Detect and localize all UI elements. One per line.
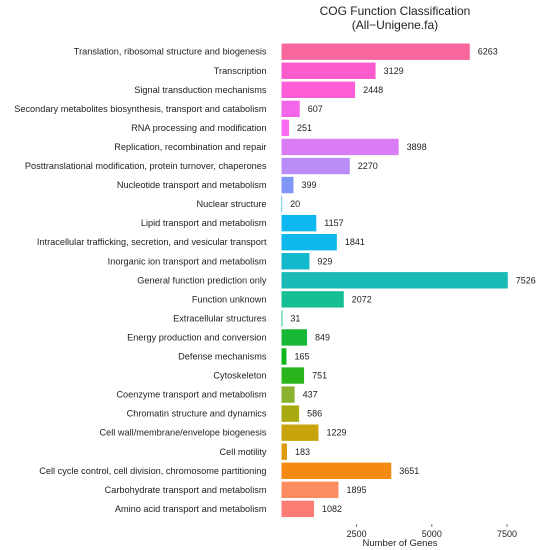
category-label: Extracellular structures [173,313,267,323]
value-label: 1082 [322,504,342,514]
x-tick-label: 5000 [422,529,442,539]
bar [281,443,288,460]
bar [281,43,470,60]
category-label: Carbohydrate transport and metabolism [105,485,267,495]
value-label: 183 [295,447,310,457]
bar [281,462,392,479]
bar [281,500,315,518]
x-axis-title: Number of Genes [363,538,438,549]
value-label: 31 [290,313,300,323]
category-label: Cell wall/membrane/envelope biogenesis [100,428,267,438]
category-label: Translation, ribosomal structure and bio… [74,47,267,57]
value-label: 3129 [384,66,404,76]
bar [281,348,287,365]
bar [281,329,308,346]
category-label: Defense mechanisms [178,352,267,362]
bar [281,176,294,194]
category-label: General function prediction only [137,275,267,285]
value-label: 1157 [324,218,343,228]
bar [281,157,350,175]
bar [281,367,305,384]
bars-group [281,43,508,518]
value-label: 2072 [352,294,372,304]
bar [281,386,295,403]
bar [281,424,319,441]
category-label: Intracellular trafficking, secretion, an… [37,237,267,247]
value-label: 437 [303,390,318,400]
category-label: Lipid transport and metabolism [141,218,267,228]
category-label: Nuclear structure [197,199,267,209]
category-label: Posttranslational modification, protein … [25,161,267,171]
bar [281,481,339,499]
category-label: Transcription [214,66,267,76]
bar [281,138,399,156]
bar [281,119,290,137]
category-label: Cell motility [220,447,267,457]
category-label: Function unknown [192,294,267,304]
category-labels-group: Translation, ribosomal structure and bio… [14,47,267,514]
chart-title: COG Function Classification [320,4,471,18]
bar [281,81,356,98]
bar [281,405,300,422]
bar [281,195,283,213]
value-label: 2270 [358,161,378,171]
value-label: 2448 [363,85,383,95]
bar [281,310,283,327]
value-label: 1895 [346,485,366,495]
bar [281,291,344,308]
x-axis: 2500 5000 7500 [347,524,517,539]
value-label: 607 [308,104,323,114]
category-label: Coenzyme transport and metabolism [116,390,266,400]
bar [281,100,300,118]
category-label: Energy production and conversion [127,332,266,342]
value-label: 251 [297,123,312,133]
value-label: 849 [315,332,330,342]
category-label: Replication, recombination and repair [114,142,266,152]
value-label: 929 [317,256,332,266]
category-label: Secondary metabolites biosynthesis, tran… [14,104,267,114]
bar [281,253,310,270]
value-label: 3898 [407,142,427,152]
category-label: Amino acid transport and metabolism [115,504,267,514]
value-label: 7526 [516,275,536,285]
category-label: Chromatin structure and dynamics [127,409,267,419]
bar [281,234,337,251]
category-label: Nucleotide transport and metabolism [117,180,267,190]
value-label: 399 [301,180,316,190]
category-label: Cell cycle control, cell division, chrom… [39,466,266,476]
bar [281,62,376,79]
bar [281,272,508,289]
value-label: 3651 [399,466,419,476]
category-label: Inorganic ion transport and metabolism [108,256,267,266]
value-label: 6263 [478,47,498,57]
value-label: 165 [294,352,309,362]
category-label: Cytoskeleton [213,371,266,381]
x-tick-label: 2500 [347,529,367,539]
bar [281,214,317,232]
value-label: 1229 [326,428,346,438]
value-label: 586 [307,409,322,419]
category-label: Signal transduction mechanisms [134,85,267,95]
x-tick-label: 7500 [497,529,517,539]
chart-subtitle: (All−Unigene.fa) [352,18,438,32]
value-label: 1841 [345,237,365,247]
value-label: 20 [290,199,300,209]
value-label: 751 [312,371,327,381]
category-label: RNA processing and modification [131,123,266,133]
